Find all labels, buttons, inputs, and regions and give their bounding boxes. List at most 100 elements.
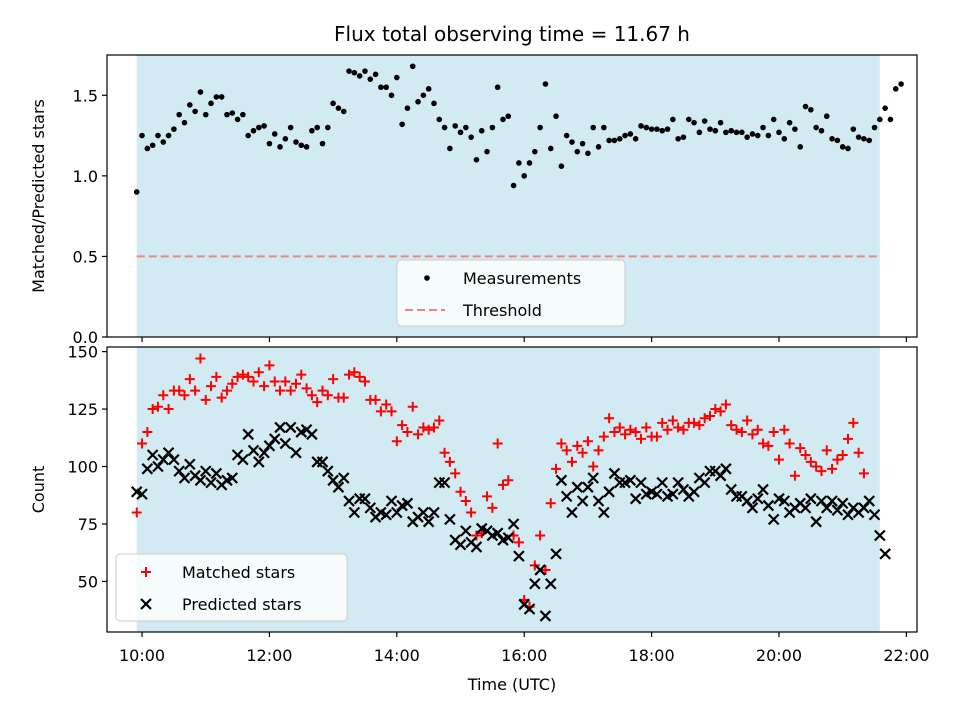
matched-star-point xyxy=(174,385,185,396)
predicted-star-point xyxy=(417,506,430,519)
matched-star-point xyxy=(641,422,652,433)
predicted-star-point xyxy=(868,509,881,521)
y-tick-label: 1.0 xyxy=(73,167,98,186)
measurement-point xyxy=(500,116,506,123)
matched-star-point xyxy=(487,502,498,513)
measurement-point xyxy=(622,132,628,139)
predicted-star-point xyxy=(815,495,828,507)
measurement-point xyxy=(340,108,347,115)
matched-star-point xyxy=(503,475,514,486)
measurement-point xyxy=(834,137,841,144)
predicted-star-point xyxy=(757,483,769,496)
predicted-star-point xyxy=(587,472,599,484)
measurement-point xyxy=(866,137,873,144)
matched-star-point xyxy=(179,390,190,401)
matched-star-point xyxy=(566,456,577,467)
matched-star-point xyxy=(338,392,349,403)
measurement-point xyxy=(579,140,586,147)
measurement-point xyxy=(585,150,591,157)
predicted-star-point xyxy=(534,564,546,576)
matched-star-point xyxy=(609,427,620,438)
measurement-point xyxy=(245,132,251,139)
matched-star-point xyxy=(768,427,779,438)
measurement-point xyxy=(691,119,697,126)
matched-star-point xyxy=(827,463,838,474)
matched-star-point xyxy=(328,374,339,385)
matched-star-point xyxy=(131,507,142,518)
measurement-point xyxy=(638,123,644,129)
predicted-star-point xyxy=(672,476,684,489)
measurement-point xyxy=(532,148,538,155)
measurement-point xyxy=(187,102,193,108)
predicted-star-point xyxy=(247,444,260,457)
measurement-point xyxy=(808,106,814,113)
legend-key-measurements xyxy=(424,275,430,281)
measurement-point xyxy=(558,163,565,169)
matched-star-point xyxy=(678,424,689,435)
measurement-point xyxy=(590,124,597,131)
predicted-star-point xyxy=(194,474,207,487)
matched-star-point xyxy=(147,404,158,415)
matched-star-point xyxy=(832,454,843,465)
measurement-point xyxy=(431,100,437,107)
measurement-point xyxy=(728,127,735,134)
predicted-star-point xyxy=(274,421,286,434)
predicted-star-point xyxy=(746,502,759,514)
measurement-point xyxy=(845,145,851,152)
matched-star-point xyxy=(492,438,503,449)
predicted-star-point xyxy=(667,488,679,500)
measurement-point xyxy=(330,100,336,107)
measurement-point xyxy=(563,132,570,139)
predicted-star-point xyxy=(322,465,334,477)
measurement-point xyxy=(399,121,405,128)
predicted-star-point xyxy=(199,465,212,477)
matched-star-point xyxy=(561,445,572,456)
matched-star-point xyxy=(344,369,355,380)
matched-star-point xyxy=(540,564,551,575)
predicted-star-point xyxy=(858,502,870,514)
measurement-point xyxy=(818,127,825,134)
measurement-point xyxy=(861,135,867,142)
measurement-point xyxy=(547,145,554,152)
predicted-star-point xyxy=(242,428,254,441)
legend-label: Threshold xyxy=(462,301,542,320)
predicted-star-point xyxy=(507,518,520,530)
matched-star-point xyxy=(800,450,811,461)
predicted-star-point xyxy=(523,603,536,615)
measurement-point xyxy=(616,135,623,142)
matched-star-point xyxy=(497,479,508,490)
measurement-point xyxy=(335,105,342,111)
predicted-star-point xyxy=(444,513,456,526)
matched-star-point xyxy=(264,360,275,371)
measurement-point xyxy=(218,94,225,100)
measurement-point xyxy=(712,127,719,134)
matched-star-point xyxy=(731,424,742,435)
measurement-point xyxy=(574,148,581,155)
predicted-star-point xyxy=(635,476,647,489)
predicted-star-point xyxy=(422,515,435,528)
measurement-point xyxy=(494,84,501,91)
measurement-point xyxy=(139,132,145,139)
measurement-point xyxy=(155,132,161,139)
matched-star-point xyxy=(407,401,418,412)
measurement-point xyxy=(388,92,395,99)
predicted-star-point xyxy=(290,446,302,459)
predicted-star-point xyxy=(141,463,154,475)
matched-star-point xyxy=(221,385,232,396)
y-tick-label: 1.5 xyxy=(73,86,98,105)
measurement-point xyxy=(601,124,607,131)
legend-label: Matched stars xyxy=(182,563,295,582)
matched-star-point xyxy=(816,466,827,477)
matched-star-point xyxy=(206,381,217,392)
measurement-point xyxy=(282,135,289,142)
matched-star-point xyxy=(726,420,737,431)
measurement-point xyxy=(744,134,750,140)
predicted-star-point xyxy=(332,481,345,493)
measurement-point xyxy=(463,124,469,131)
predicted-star-point xyxy=(677,483,690,496)
predicted-star-point xyxy=(258,446,270,459)
predicted-star-point xyxy=(343,495,355,507)
predicted-star-point xyxy=(714,469,727,482)
matched-star-point xyxy=(269,376,280,387)
